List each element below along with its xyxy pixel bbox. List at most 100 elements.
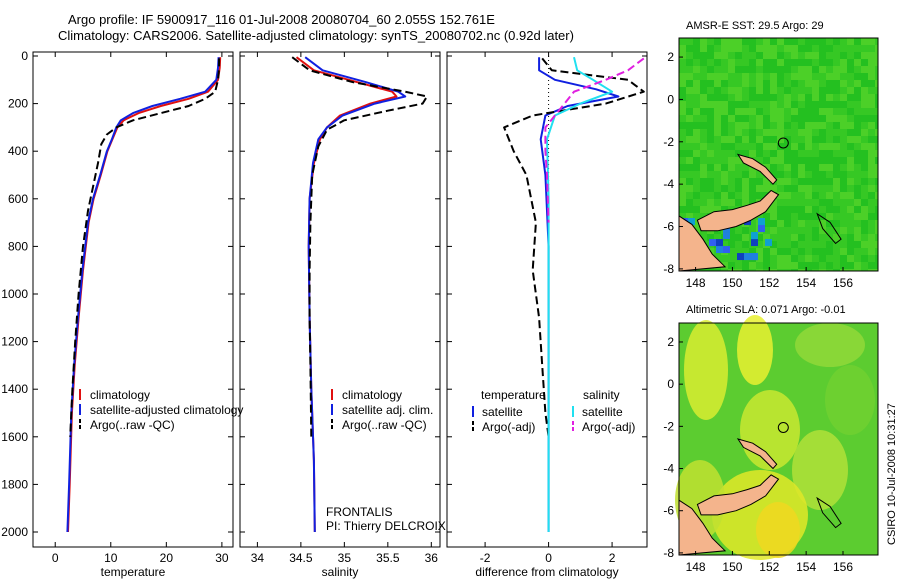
sst-cell [805, 185, 812, 192]
sst-cell [826, 164, 833, 171]
sst-cell [798, 87, 805, 94]
sst-cell [791, 129, 798, 136]
sst-cell [847, 164, 854, 171]
sst-cell [847, 248, 854, 255]
sst-cell [791, 206, 798, 213]
sst-cell [861, 262, 868, 269]
sst-cell [861, 143, 868, 150]
sst-cell [700, 178, 707, 185]
sst-cell [826, 157, 833, 164]
sst-cell [826, 115, 833, 122]
map-x-tick-label: 148 [686, 276, 706, 290]
sst-cell [840, 220, 847, 227]
sst-cell [686, 73, 693, 80]
sst-cell [791, 192, 798, 199]
sst-cell [714, 185, 721, 192]
sst-cell [770, 45, 777, 52]
sst-cell [742, 59, 749, 66]
sst-cell [840, 241, 847, 248]
sst-cell [833, 73, 840, 80]
sst-cell [707, 87, 714, 94]
sst-cell [847, 115, 854, 122]
sst-cell [861, 227, 868, 234]
sst-cell [777, 241, 784, 248]
x-tick-label: 35.5 [376, 551, 400, 565]
sst-cell [826, 59, 833, 66]
sst-cell [791, 45, 798, 52]
sst-cell [749, 66, 756, 73]
sst-cell [693, 45, 700, 52]
sst-cell [819, 59, 826, 66]
sst-cell [707, 80, 714, 87]
sst-cell [784, 157, 791, 164]
sst-cell [854, 66, 861, 73]
sst-cell [833, 87, 840, 94]
sst-cell [861, 171, 868, 178]
sst-cell [777, 150, 784, 157]
sst-map-title: AMSR-E SST: 29.5 Argo: 29 [686, 20, 824, 32]
sst-cell [735, 262, 742, 269]
y-tick-label: 1800 [1, 477, 28, 491]
sst-cell [812, 227, 819, 234]
sst-cell [840, 171, 847, 178]
sst-cell [784, 38, 791, 45]
sst-cell [861, 150, 868, 157]
sst-cell [686, 178, 693, 185]
sst-cell [847, 262, 854, 269]
sst-cell [791, 262, 798, 269]
sst-cell [805, 38, 812, 45]
sst-cell [861, 52, 868, 59]
sst-cell [756, 213, 763, 220]
sst-cell [784, 171, 791, 178]
sst-cell [784, 185, 791, 192]
sst-cell [770, 66, 777, 73]
sst-cell [854, 122, 861, 129]
sst-cell [798, 262, 805, 269]
sst-cell [707, 129, 714, 136]
sst-cell [763, 80, 770, 87]
sst-cell [805, 136, 812, 143]
sst-cell [861, 80, 868, 87]
sst-cell [777, 255, 784, 262]
sst-cell [714, 115, 721, 122]
sst-cell [875, 80, 878, 87]
sst-cell [833, 143, 840, 150]
sst-cell [826, 213, 833, 220]
sst-cell [679, 108, 686, 115]
sst-cell [707, 136, 714, 143]
sst-cell [861, 178, 868, 185]
sst-cell [812, 206, 819, 213]
sst-cell [728, 59, 735, 66]
sst-cell [756, 192, 763, 199]
sst-cell [826, 108, 833, 115]
sst-cell [763, 94, 770, 101]
sst-cell-cool [765, 239, 772, 247]
sst-cell [854, 157, 861, 164]
sst-cell [847, 94, 854, 101]
sst-cell [875, 192, 878, 199]
sst-cell [721, 94, 728, 101]
sst-cell [798, 94, 805, 101]
sst-cell [756, 59, 763, 66]
legend-label: climatology [342, 388, 402, 402]
sst-cell [868, 171, 875, 178]
sst-cell [791, 157, 798, 164]
x-axis-label: temperature [101, 565, 166, 579]
sst-cell [854, 192, 861, 199]
sst-cell [854, 241, 861, 248]
sst-cell [791, 241, 798, 248]
sst-cell [798, 129, 805, 136]
sst-cell [875, 213, 878, 220]
sst-cell [854, 143, 861, 150]
figure-title-line1: Argo profile: IF 5900917_116 01-Jul-2008… [68, 12, 495, 27]
sst-cell [714, 157, 721, 164]
sst-cell [749, 101, 756, 108]
sst-cell [833, 220, 840, 227]
sst-cell [812, 115, 819, 122]
sst-cell [826, 52, 833, 59]
sst-cell [854, 129, 861, 136]
sst-cell [679, 73, 686, 80]
sst-cell [847, 87, 854, 94]
map-x-tick-label: 152 [759, 560, 779, 574]
sst-cell [770, 234, 777, 241]
